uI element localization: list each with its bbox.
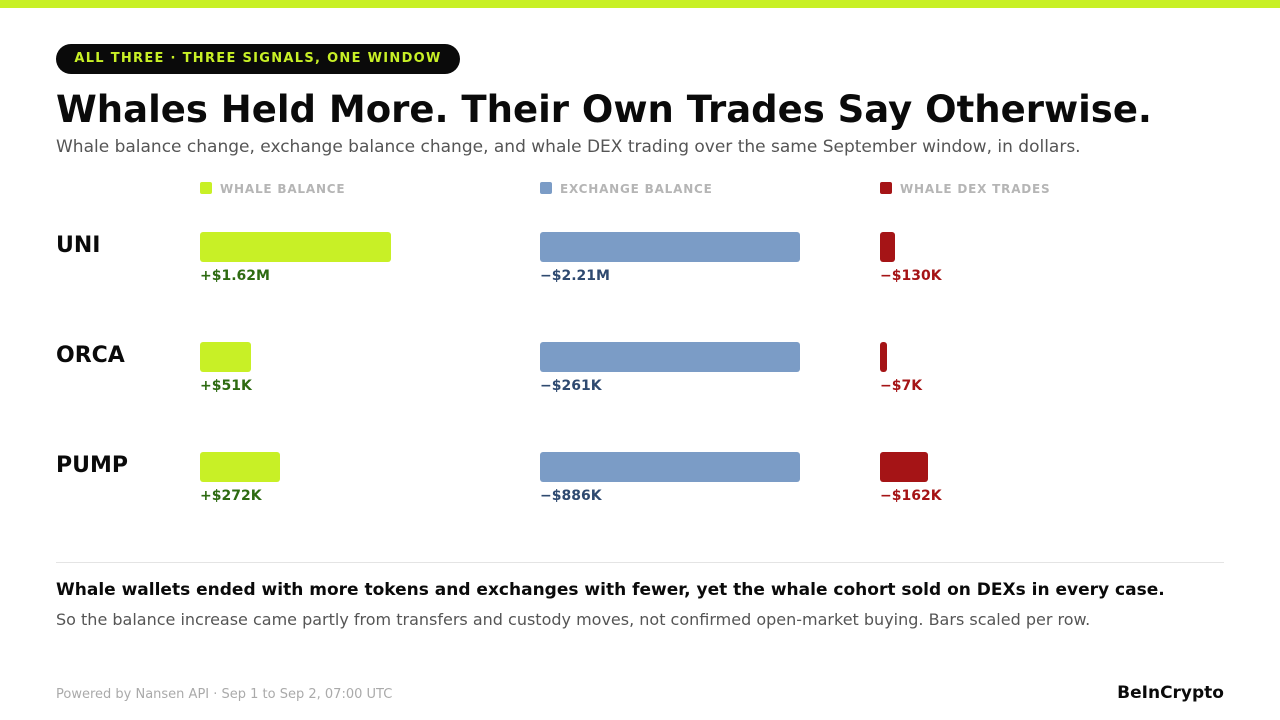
bar [880, 452, 928, 482]
value-label: −$261K [540, 378, 602, 394]
legend-item: EXCHANGE BALANCE [540, 182, 713, 196]
legend-swatch [200, 182, 212, 194]
category-label: ORCA [56, 343, 125, 368]
bar [880, 232, 896, 262]
bar [540, 452, 800, 482]
value-label: −$162K [880, 488, 942, 504]
badge: ALL THREE · THREE SIGNALS, ONE WINDOW [56, 44, 460, 74]
value-label: +$272K [200, 488, 262, 504]
takeaway: Whale wallets ended with more tokens and… [56, 580, 1165, 600]
chart-subtitle: Whale balance change, exchange balance c… [56, 137, 1081, 157]
legend-swatch [880, 182, 892, 194]
chart-title: Whales Held More. Their Own Trades Say O… [56, 88, 1152, 131]
value-label: −$130K [880, 268, 942, 284]
value-label: −$886K [540, 488, 602, 504]
bar [540, 342, 800, 372]
value-label: −$2.21M [540, 268, 610, 284]
legend-label: EXCHANGE BALANCE [560, 182, 713, 196]
note: So the balance increase came partly from… [56, 610, 1091, 629]
source: Powered by Nansen API · Sep 1 to Sep 2, … [56, 687, 393, 702]
legend-item: WHALE BALANCE [200, 182, 345, 196]
legend-label: WHALE BALANCE [220, 182, 346, 196]
bar [540, 232, 800, 262]
divider [56, 562, 1224, 563]
value-label: +$1.62M [200, 268, 270, 284]
brand: BeInCrypto [1117, 683, 1224, 703]
legend-swatch [540, 182, 552, 194]
legend-item: WHALE DEX TRADES [880, 182, 1051, 196]
top-bar [0, 0, 1280, 8]
bar [200, 452, 280, 482]
category-label: UNI [56, 233, 101, 258]
value-label: +$51K [200, 378, 252, 394]
legend-label: WHALE DEX TRADES [900, 182, 1051, 196]
bar [880, 342, 887, 372]
bar [200, 342, 251, 372]
category-label: PUMP [56, 453, 129, 478]
value-label: −$7K [880, 378, 923, 394]
bar [200, 232, 391, 262]
